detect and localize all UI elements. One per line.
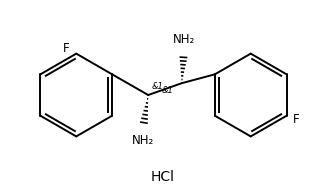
Text: HCl: HCl: [151, 170, 175, 184]
Text: &1: &1: [162, 86, 174, 95]
Text: NH₂: NH₂: [132, 135, 155, 147]
Text: &1: &1: [151, 82, 163, 91]
Text: F: F: [293, 113, 300, 126]
Text: NH₂: NH₂: [172, 33, 195, 46]
Text: F: F: [63, 42, 70, 55]
